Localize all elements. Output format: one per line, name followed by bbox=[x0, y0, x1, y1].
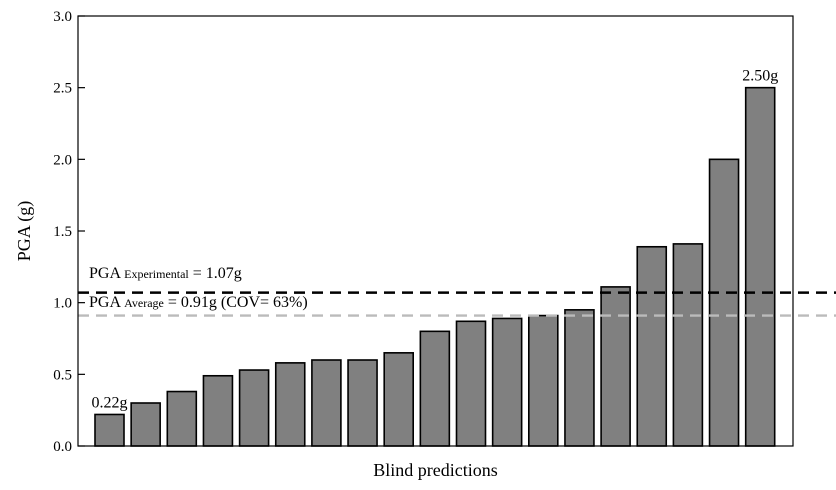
reference-line-label-2: PGA Average = 0.91g (COV= 63%) bbox=[89, 294, 308, 311]
data-label-bar-19: 2.50g bbox=[742, 68, 778, 85]
bar-4 bbox=[202, 374, 234, 447]
bar-14 bbox=[564, 309, 595, 447]
bar-9 bbox=[383, 352, 415, 447]
y-tick-label: 1.0 bbox=[53, 296, 72, 312]
bar-19 bbox=[744, 86, 776, 447]
bar-12 bbox=[491, 317, 523, 447]
y-axis-label: PGA (g) bbox=[14, 201, 35, 262]
y-tick-label: 0.0 bbox=[53, 439, 72, 455]
data-label-bar-1: 0.22g bbox=[92, 394, 128, 411]
reference-line-label-1: PGA Experimental = 1.07g bbox=[89, 265, 242, 282]
bar-1 bbox=[94, 413, 125, 447]
bar-10 bbox=[419, 330, 451, 447]
bar-13 bbox=[527, 314, 559, 447]
bar-5 bbox=[238, 369, 270, 447]
bar-6 bbox=[274, 362, 306, 447]
plot-frame bbox=[77, 15, 794, 447]
bars-group bbox=[94, 86, 776, 447]
x-axis-label: Blind predictions bbox=[373, 460, 498, 480]
bar-11 bbox=[455, 320, 487, 447]
y-tick-label: 1.5 bbox=[53, 224, 72, 240]
bar-7 bbox=[311, 359, 342, 447]
bar-3 bbox=[166, 390, 198, 447]
bar-2 bbox=[130, 402, 161, 447]
bar-17 bbox=[672, 243, 704, 447]
bar-8 bbox=[347, 359, 378, 447]
annotations: PGA Experimental = 1.07g PGA Average = 0.… bbox=[89, 68, 778, 412]
bar-15 bbox=[600, 286, 631, 447]
bar-18 bbox=[708, 158, 740, 447]
reference-lines bbox=[78, 291, 836, 317]
y-tick-label: 2.0 bbox=[53, 152, 72, 168]
y-tick-label: 3.0 bbox=[53, 9, 72, 25]
y-axis: 0.0 0.5 1.0 1.5 2.0 2.5 3.0 bbox=[53, 9, 85, 455]
bar-16 bbox=[636, 245, 668, 447]
y-tick-label: 0.5 bbox=[53, 367, 72, 383]
y-tick-label: 2.5 bbox=[53, 81, 72, 97]
